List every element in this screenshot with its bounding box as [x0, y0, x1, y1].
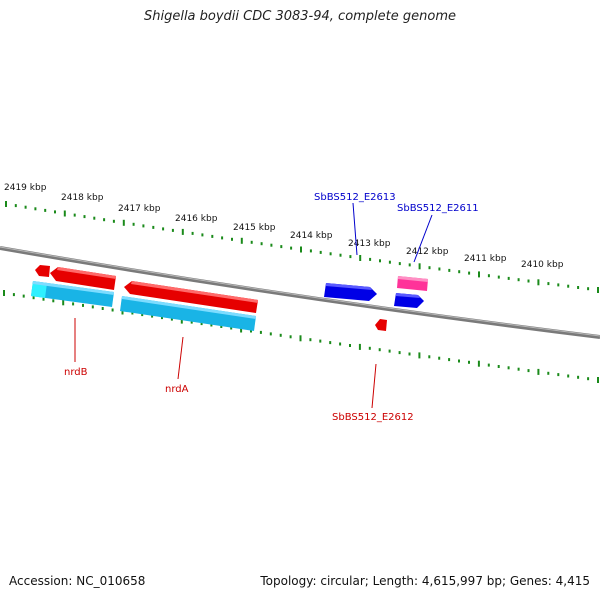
- gene-sbbs512-e2611[interactable]: [394, 293, 424, 308]
- gene-label-nrdB[interactable]: nrdB: [64, 367, 88, 378]
- map-title: Shigella boydii CDC 3083-94, complete ge…: [143, 9, 457, 24]
- genome-backbone: [0, 246, 600, 339]
- scale-ticks-upper: [5, 201, 599, 293]
- kbp-label-2419: 2419 kbp: [4, 183, 47, 193]
- kbp-label-2410: 2410 kbp: [521, 260, 564, 270]
- kbp-label-2415: 2415 kbp: [233, 223, 276, 233]
- kbp-label-2414: 2414 kbp: [290, 231, 333, 241]
- genome-summary-text: Topology: circular; Length: 4,615,997 bp…: [260, 574, 590, 588]
- kbp-label-2418: 2418 kbp: [61, 193, 104, 203]
- gene-sbbs512-e2612[interactable]: [375, 319, 387, 331]
- accession-text: Accession: NC_010658: [9, 574, 146, 588]
- genome-backbone-highlight: [0, 246, 600, 337]
- gene-small-red[interactable]: [35, 265, 50, 277]
- gene-label-nrdA[interactable]: nrdA: [165, 384, 189, 395]
- leader-sbbs512-e2613: [352, 202, 358, 256]
- gene-sbbs512-e2613[interactable]: [324, 283, 377, 301]
- leader-nrdA: [177, 336, 184, 380]
- gene-nrdB-red[interactable]: [50, 267, 116, 290]
- gene-nrdA-red[interactable]: [124, 281, 258, 313]
- pseudogene-pink[interactable]: [397, 276, 428, 291]
- kbp-label-2417: 2417 kbp: [118, 204, 161, 214]
- leader-sbbs512-e2612: [371, 363, 377, 409]
- gene-label-sbbs512-e2612[interactable]: SbBS512_E2612: [332, 412, 414, 423]
- leader-sbbs512-e2611: [413, 214, 433, 263]
- scale-ticks-lower: [3, 290, 599, 383]
- kbp-label-2412: 2412 kbp: [406, 247, 449, 257]
- gene-label-sbbs512-e2613[interactable]: SbBS512_E2613: [314, 192, 396, 203]
- kbp-label-2411: 2411 kbp: [464, 254, 507, 264]
- kbp-label-2416: 2416 kbp: [175, 214, 218, 224]
- kbp-label-2413: 2413 kbp: [348, 239, 391, 249]
- cds-nrdA[interactable]: [120, 296, 256, 331]
- cds-nrdB[interactable]: [31, 281, 114, 307]
- gene-label-sbbs512-e2611[interactable]: SbBS512_E2611: [397, 203, 479, 214]
